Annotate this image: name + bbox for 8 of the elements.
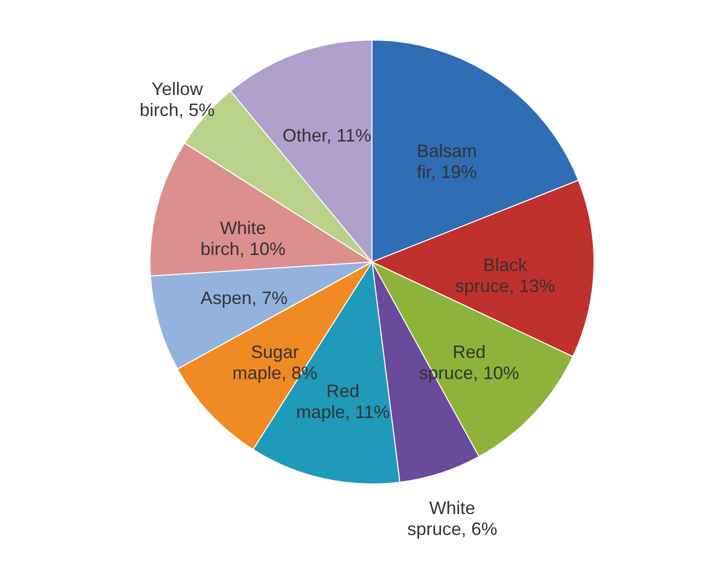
slice-label: Other, 11% (282, 126, 372, 146)
slice-label: Red maple, 11% (296, 380, 390, 422)
slice-label: White birch, 10% (200, 218, 286, 259)
slice-label: Aspen, 7% (200, 288, 288, 308)
slice-label: Black spruce, 13% (455, 255, 556, 296)
slice-label: White spruce, 6% (407, 498, 498, 540)
slice-label: Yellow birch, 5% (140, 79, 215, 120)
slice-label: Balsam fir, 19% (416, 140, 477, 182)
